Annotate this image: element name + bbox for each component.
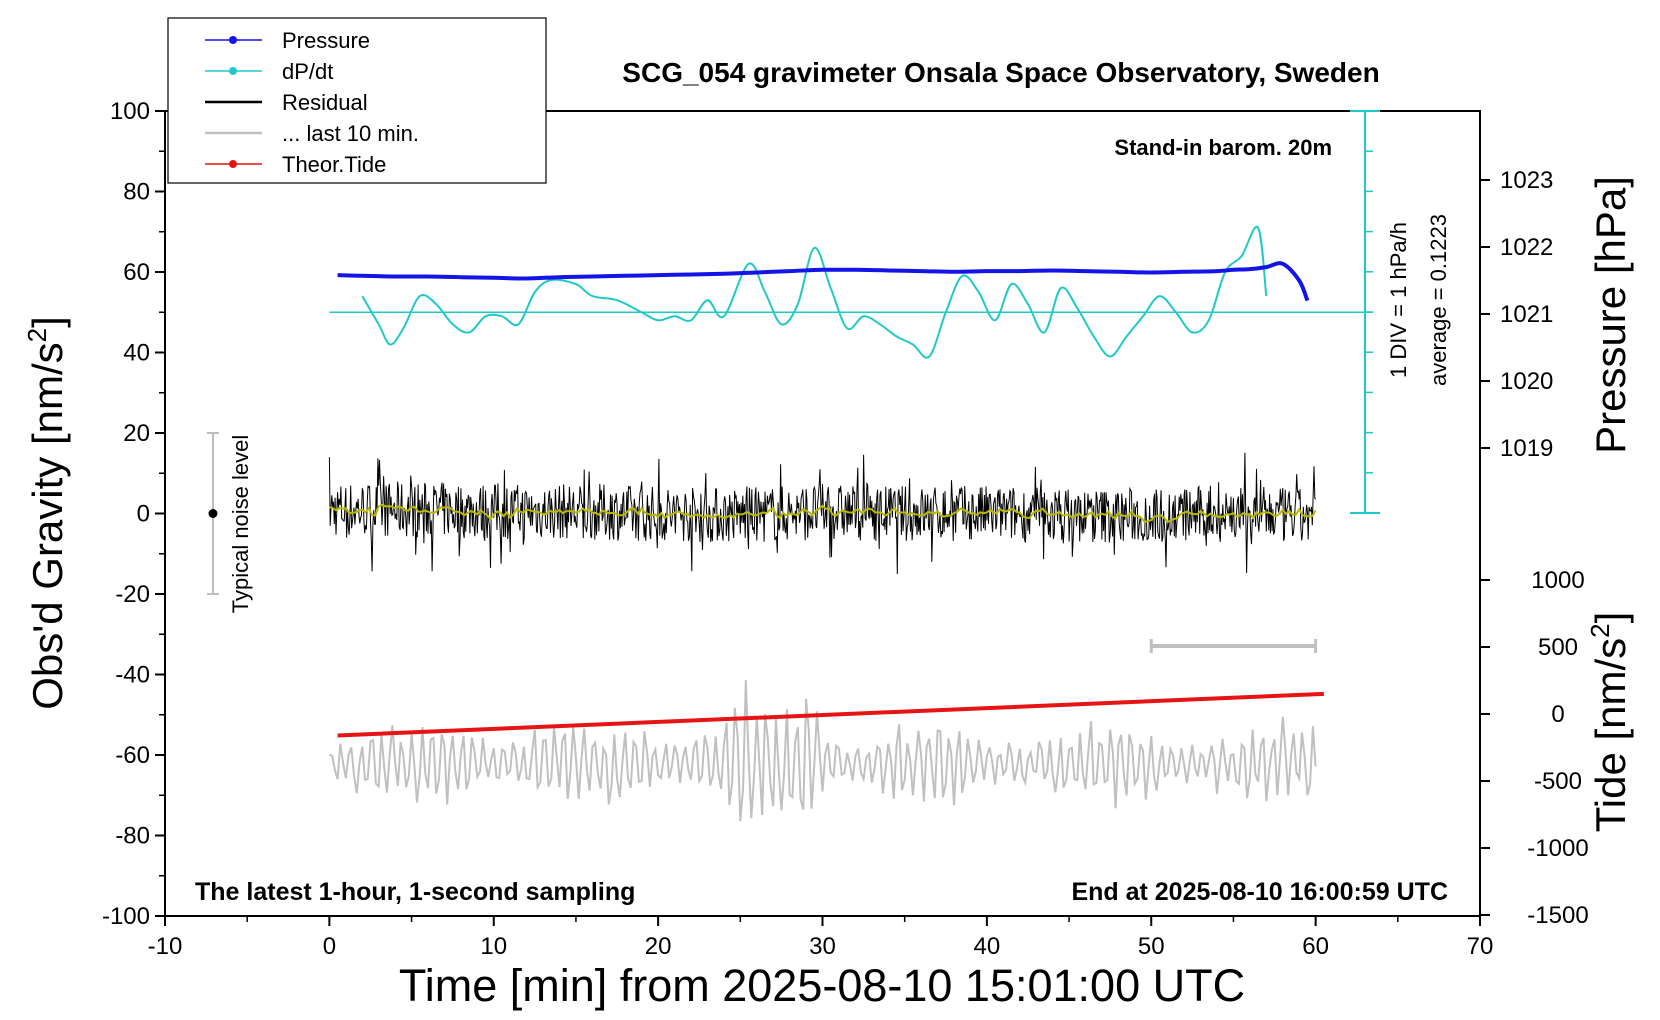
x-tick-label: 50 bbox=[1138, 933, 1165, 960]
y-axis-label-tide-main: Tide [nm/s bbox=[1587, 638, 1634, 833]
latest-annotation: The latest 1-hour, 1-second sampling bbox=[195, 878, 635, 906]
pressure-tick-label: 1021 bbox=[1500, 301, 1553, 328]
x-tick-label: 60 bbox=[1302, 933, 1329, 960]
x-tick-label: 0 bbox=[323, 933, 336, 960]
average-annotation: average = 0.1223 bbox=[1426, 214, 1451, 386]
dpdt-line bbox=[361, 225, 1268, 359]
tide-tick-label: -1000 bbox=[1527, 835, 1588, 862]
y-axis-label-pressure: Pressure [hPa] bbox=[1587, 176, 1634, 454]
tide-line bbox=[337, 691, 1324, 738]
x-tick-label: 10 bbox=[480, 933, 507, 960]
x-tick-label: 20 bbox=[645, 933, 672, 960]
tide-tick-label: 1000 bbox=[1531, 567, 1584, 594]
x-tick-label: 30 bbox=[809, 933, 836, 960]
y-tick-label: 60 bbox=[123, 259, 150, 286]
pressure-tick-label: 1023 bbox=[1500, 167, 1553, 194]
legend-label: Residual bbox=[282, 90, 368, 115]
y-tick-label: 100 bbox=[110, 98, 150, 125]
legend-marker bbox=[229, 36, 237, 44]
pressure-tick-label: 1019 bbox=[1500, 435, 1553, 462]
y-tick-label: -60 bbox=[115, 742, 150, 769]
pressure-line bbox=[337, 261, 1310, 302]
x-tick-label: 40 bbox=[974, 933, 1001, 960]
residual-line bbox=[328, 452, 1317, 575]
axes-layer: -10 0 10 20 30 40 50 60 70100806040200-20-40-60-… bbox=[102, 98, 1589, 960]
barometer-annotation: Stand-in barom. 20m bbox=[1114, 135, 1332, 160]
tide-tick-label: -500 bbox=[1534, 768, 1582, 795]
y-tick-label: -40 bbox=[115, 662, 150, 689]
y-tick-label: -80 bbox=[115, 823, 150, 850]
y-tick-label: 0 bbox=[137, 501, 150, 528]
y-tick-label: -20 bbox=[115, 581, 150, 608]
noise-annotation: Typical noise level bbox=[228, 435, 253, 614]
legend-marker bbox=[229, 67, 237, 75]
legend-label: ... last 10 min. bbox=[282, 121, 419, 146]
y-axis-label-left-end: ] bbox=[24, 316, 71, 328]
y-axis-label-left-sup: 2 bbox=[22, 328, 52, 342]
noise-center-dot bbox=[208, 509, 218, 518]
y-tick-label: 20 bbox=[123, 420, 150, 447]
y-tick-label: 80 bbox=[123, 179, 150, 206]
div-annotation: 1 DIV = 1 hPa/h bbox=[1386, 222, 1411, 378]
x-tick-label: -10 bbox=[148, 933, 183, 960]
y-axis-label-left: Obs'd Gravity [nm/s2] bbox=[22, 316, 71, 710]
legend-label: Pressure bbox=[282, 28, 370, 53]
series-layer bbox=[328, 225, 1374, 822]
chart-title: SCG_054 gravimeter Onsala Space Observat… bbox=[622, 57, 1379, 88]
y-tick-label: 40 bbox=[123, 340, 150, 367]
legend: Pressure dP/dt Residual ... last 10 min. The… bbox=[167, 17, 547, 184]
pressure-tick-label: 1020 bbox=[1500, 368, 1553, 395]
y-axis-label-tide: Tide [nm/s2] bbox=[1585, 612, 1634, 833]
end-annotation: End at 2025-08-10 16:00:59 UTC bbox=[1071, 878, 1448, 906]
tide-tick-label: 0 bbox=[1551, 701, 1564, 728]
x-tick-label: 70 bbox=[1467, 933, 1494, 960]
tide-tick-label: 500 bbox=[1538, 634, 1578, 661]
legend-box bbox=[167, 17, 547, 184]
residual-smoothed-line bbox=[329, 503, 1317, 524]
legend-label: Theor.Tide bbox=[282, 152, 386, 177]
y-axis-label-tide-sup: 2 bbox=[1585, 623, 1615, 637]
y-axis-label-left-main: Obs'd Gravity [nm/s bbox=[24, 342, 71, 709]
x-axis-label: Time [min] from 2025-08-10 15:01:00 UTC bbox=[399, 960, 1245, 1011]
pressure-tick-label: 1022 bbox=[1500, 234, 1553, 261]
y-axis-label-tide-end: ] bbox=[1587, 612, 1634, 624]
y-tick-label: -100 bbox=[102, 903, 150, 930]
legend-marker bbox=[229, 160, 237, 168]
legend-label: dP/dt bbox=[282, 59, 333, 84]
tide-tick-label: -1500 bbox=[1527, 902, 1588, 929]
last10-line bbox=[329, 679, 1317, 822]
